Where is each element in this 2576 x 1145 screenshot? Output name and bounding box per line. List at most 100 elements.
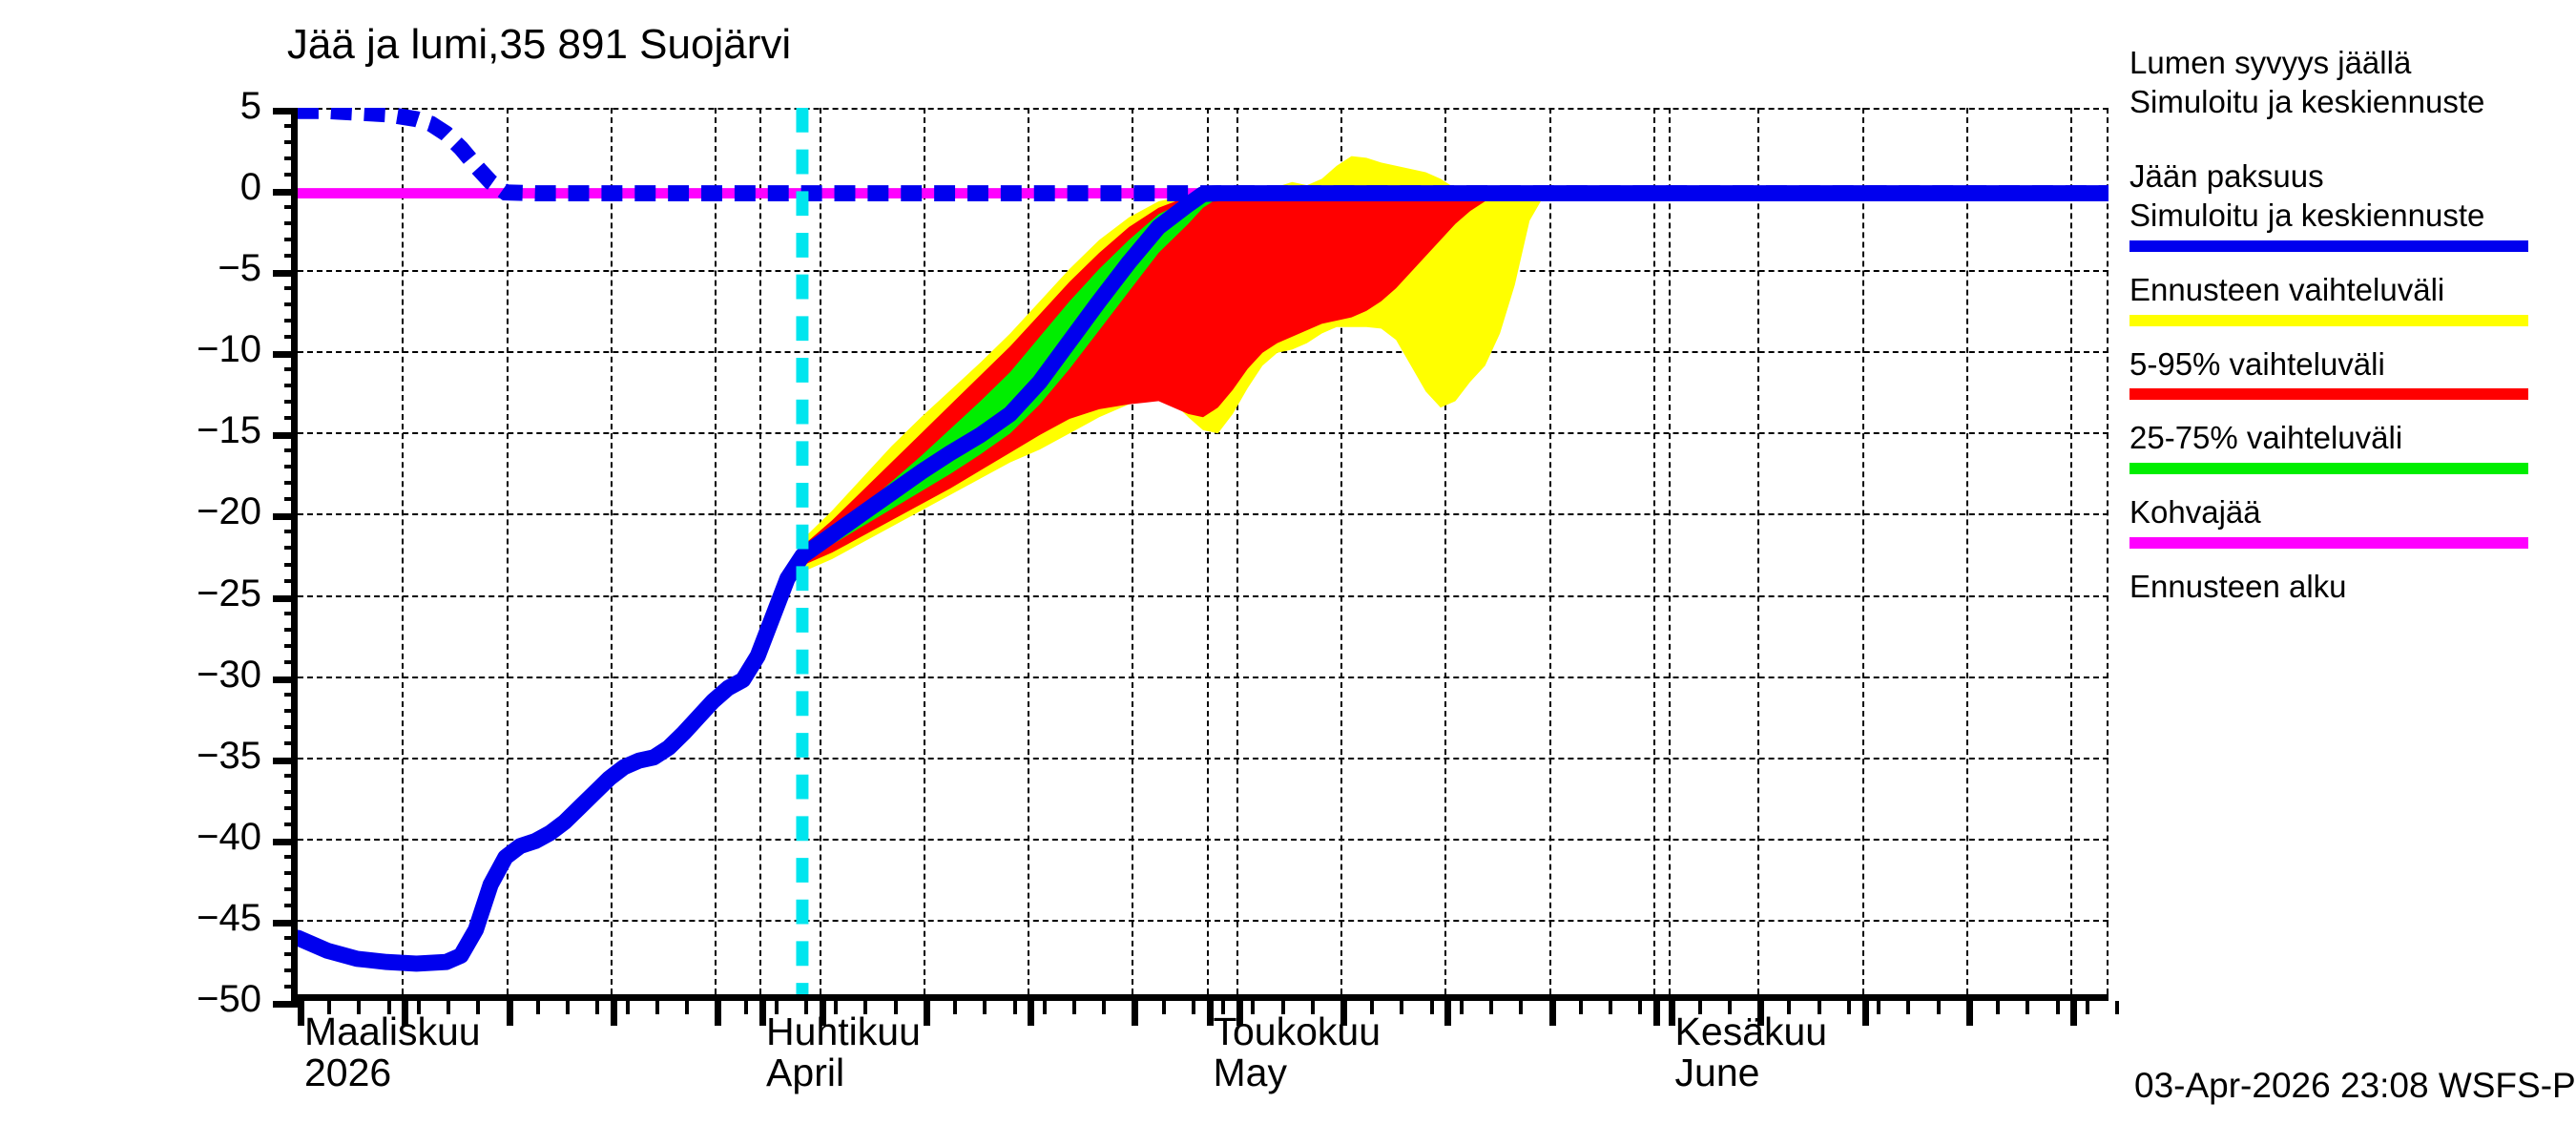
x-tick-mark xyxy=(1444,1001,1452,1026)
x-month-label-fi: Toukokuu xyxy=(1213,1010,1381,1053)
plot-area: 5 0 −5 −10 −15 −20 −25 −30 −35 −40 −45 −50 xyxy=(197,85,2119,1026)
grid-line-vertical xyxy=(1965,108,1968,994)
y-tick-mark xyxy=(273,838,298,845)
x-tick-minor xyxy=(1996,1001,2001,1014)
y-tick-minor xyxy=(284,319,298,323)
grid-line-horizontal xyxy=(298,594,2109,597)
x-tick-mark xyxy=(2070,1001,2078,1026)
y-tick-label: 5 xyxy=(239,85,261,127)
y-tick-mark xyxy=(273,351,298,359)
x-tick-minor xyxy=(1489,1001,1494,1014)
grid-line-vertical xyxy=(1028,108,1030,994)
x-tick-minor xyxy=(1787,1001,1792,1014)
y-tick-label: −50 xyxy=(197,978,261,1020)
x-tick-mark xyxy=(1668,1001,1675,1026)
x-tick-minor xyxy=(834,1001,839,1014)
y-tick-minor xyxy=(284,173,298,177)
grid-line-vertical xyxy=(1548,108,1551,994)
legend-swatch xyxy=(2129,127,2528,138)
x-tick-mark xyxy=(1965,1001,1973,1026)
y-tick-label: −20 xyxy=(197,490,261,533)
legend-item-title: Ennusteen alku xyxy=(2129,569,2347,605)
x-tick-minor xyxy=(1429,1001,1434,1014)
y-tick-minor xyxy=(284,659,298,664)
y-tick-minor xyxy=(284,935,298,940)
grid-line-vertical xyxy=(402,108,405,994)
grid-line-vertical xyxy=(506,108,509,994)
x-tick-mark xyxy=(1236,1001,1243,1026)
x-tick-minor xyxy=(1310,1001,1315,1014)
x-month-label: Kesäkuu June xyxy=(1674,1010,1828,1095)
legend-item: Lumen syvyys jäällä Simuloitu ja keskienn… xyxy=(2129,44,2576,138)
y-tick-minor xyxy=(284,335,298,340)
legend-item: 5-95% vaihteluväli xyxy=(2129,345,2576,401)
x-tick-minor xyxy=(327,1001,332,1014)
x-tick-minor xyxy=(1728,1001,1733,1014)
legend-item-title: Jään paksuus xyxy=(2129,157,2324,194)
plot-inner xyxy=(298,108,2109,994)
y-tick-minor xyxy=(284,611,298,615)
x-tick-mark xyxy=(1861,1001,1869,1026)
y-tick-minor xyxy=(284,221,298,226)
y-tick-minor xyxy=(284,400,298,405)
legend-item-subtitle: Simuloitu ja keskiennuste xyxy=(2129,197,2485,233)
x-tick-minor xyxy=(1906,1001,1911,1014)
x-tick-mark xyxy=(1757,1001,1765,1026)
grid-line-vertical xyxy=(923,108,925,994)
x-tick-minor xyxy=(476,1001,481,1014)
x-month-labels: Maaliskuu 2026 Huhtikuu April Toukokuu May Kes… xyxy=(291,1010,2109,1126)
x-tick-minor xyxy=(863,1001,868,1014)
y-tick-mark xyxy=(273,189,298,197)
legend-item: Ennusteen alku xyxy=(2129,568,2576,623)
grid-line-vertical xyxy=(1340,108,1343,994)
y-tick-label: −5 xyxy=(218,247,261,290)
y-tick-minor xyxy=(284,805,298,810)
y-tick-mark xyxy=(273,270,298,278)
x-tick-layer xyxy=(298,1001,2119,1039)
x-tick-minor xyxy=(1936,1001,1941,1014)
x-tick-minor xyxy=(983,1001,987,1014)
x-tick-minor xyxy=(1042,1001,1047,1014)
x-tick-minor xyxy=(1191,1001,1195,1014)
x-tick-mark xyxy=(610,1001,617,1026)
legend-swatch xyxy=(2129,537,2528,550)
x-tick-minor xyxy=(595,1001,600,1014)
legend-item-title: Lumen syvyys jäällä xyxy=(2129,45,2412,80)
y-tick-minor xyxy=(284,140,298,145)
grid-line-horizontal xyxy=(298,676,2109,678)
grid-line-horizontal xyxy=(298,838,2109,841)
grid-line-horizontal xyxy=(298,919,2109,922)
legend-item-title: 5-95% vaihteluväli xyxy=(2129,345,2385,382)
x-tick-minor xyxy=(1578,1001,1583,1014)
x-month-label-en: 2026 xyxy=(304,1051,392,1095)
x-tick-minor xyxy=(1877,1001,1881,1014)
grid-line-vertical xyxy=(1668,108,1671,994)
x-tick-minor xyxy=(893,1001,898,1014)
x-tick-minor xyxy=(447,1001,451,1014)
x-tick-minor xyxy=(1519,1001,1524,1014)
x-tick-mark xyxy=(506,1001,513,1026)
x-tick-minor xyxy=(1251,1001,1256,1014)
y-tick-minor xyxy=(284,951,298,956)
x-tick-minor xyxy=(774,1001,779,1014)
y-tick-label: −35 xyxy=(197,734,261,777)
grid-line-vertical xyxy=(2070,108,2073,994)
x-tick-mark xyxy=(759,1001,767,1026)
x-month-label-en: June xyxy=(1674,1051,1760,1095)
y-tick-layer: 5 0 −5 −10 −15 −20 −25 −30 −35 −40 −45 −50 xyxy=(197,85,2109,1020)
y-tick-minor xyxy=(284,627,298,632)
y-tick-minor xyxy=(284,740,298,745)
series-snow-depth xyxy=(298,108,2109,201)
y-tick-minor xyxy=(284,968,298,972)
x-tick-mark xyxy=(819,1001,826,1026)
plot-right-border xyxy=(2107,108,2109,994)
y-tick-label: −40 xyxy=(197,815,261,858)
x-tick-minor xyxy=(2115,1001,2119,1014)
y-tick-minor xyxy=(284,724,298,729)
y-tick-minor xyxy=(284,903,298,907)
legend: Lumen syvyys jäällä Simuloitu ja keskienn… xyxy=(2129,44,2576,642)
y-tick-minor xyxy=(284,773,298,778)
chart-title: Jää ja lumi,35 891 Suojärvi xyxy=(286,21,792,68)
legend-item: Ennusteen vaihteluväli xyxy=(2129,271,2576,326)
y-tick-minor xyxy=(284,530,298,534)
